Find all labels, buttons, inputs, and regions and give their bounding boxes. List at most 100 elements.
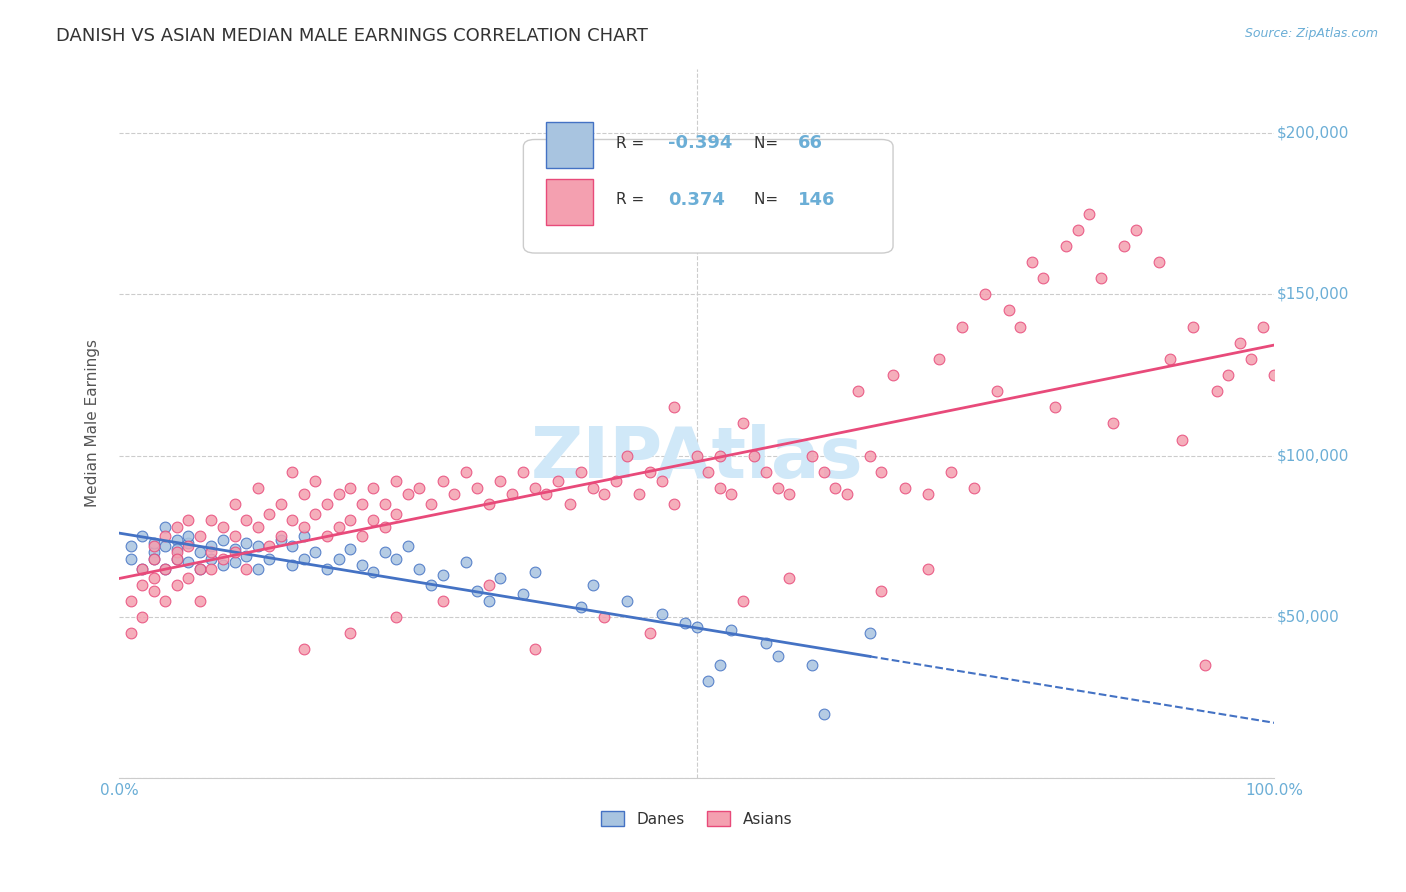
Asians — [582, 481, 605, 495]
Danes — [270, 533, 292, 547]
Bar — [547, 121, 593, 168]
Asians — [166, 545, 188, 559]
Asians — [1182, 319, 1205, 334]
Asians — [131, 577, 153, 591]
Asians — [246, 519, 269, 533]
Asians — [547, 475, 569, 489]
Asians — [1067, 223, 1090, 237]
Danes — [212, 533, 235, 547]
Asians — [304, 507, 326, 521]
Danes — [328, 552, 350, 566]
Danes — [200, 539, 222, 553]
Asians — [454, 465, 477, 479]
Danes — [350, 558, 373, 573]
Danes — [246, 561, 269, 575]
Danes — [292, 552, 315, 566]
Asians — [1205, 384, 1227, 398]
Danes — [361, 565, 384, 579]
Asians — [569, 465, 592, 479]
Asians — [257, 507, 280, 521]
Asians — [1043, 401, 1066, 415]
Asians — [177, 571, 200, 585]
Asians — [270, 497, 292, 511]
Asians — [420, 497, 443, 511]
Danes — [246, 539, 269, 553]
Asians — [166, 552, 188, 566]
Asians — [685, 449, 707, 463]
Asians — [350, 497, 373, 511]
Asians — [662, 401, 685, 415]
Asians — [1021, 255, 1043, 269]
Danes — [200, 552, 222, 566]
Asians — [188, 529, 211, 543]
Asians — [917, 561, 939, 575]
Asians — [1159, 351, 1181, 366]
Asians — [361, 513, 384, 527]
Bar — [547, 178, 593, 225]
Asians — [361, 481, 384, 495]
Danes — [720, 623, 742, 637]
Asians — [489, 475, 512, 489]
Asians — [432, 594, 454, 608]
Asians — [824, 481, 846, 495]
Asians — [270, 529, 292, 543]
Asians — [155, 529, 177, 543]
Asians — [374, 497, 396, 511]
Danes — [859, 626, 882, 640]
Danes — [616, 594, 638, 608]
Danes — [142, 552, 165, 566]
Danes — [385, 552, 408, 566]
Danes — [166, 552, 188, 566]
Asians — [339, 513, 361, 527]
Asians — [1125, 223, 1147, 237]
Asians — [385, 507, 408, 521]
Asians — [235, 513, 257, 527]
Text: ZIPAtlas: ZIPAtlas — [530, 425, 863, 493]
Text: $150,000: $150,000 — [1277, 287, 1348, 301]
Text: N=: N= — [755, 193, 783, 207]
Asians — [512, 465, 534, 479]
Danes — [396, 539, 419, 553]
Asians — [188, 594, 211, 608]
Danes — [120, 552, 142, 566]
Danes — [224, 555, 246, 569]
Asians — [478, 497, 501, 511]
Danes — [489, 571, 512, 585]
Danes — [292, 529, 315, 543]
Asians — [200, 561, 222, 575]
Asians — [235, 561, 257, 575]
Asians — [778, 487, 800, 501]
Danes — [512, 587, 534, 601]
Danes — [651, 607, 673, 621]
Danes — [432, 568, 454, 582]
Asians — [848, 384, 870, 398]
Asians — [304, 475, 326, 489]
Danes — [142, 535, 165, 549]
Asians — [350, 529, 373, 543]
Asians — [396, 487, 419, 501]
Text: $50,000: $50,000 — [1277, 609, 1340, 624]
Asians — [813, 465, 835, 479]
Asians — [131, 561, 153, 575]
Asians — [177, 539, 200, 553]
Asians — [465, 481, 488, 495]
Asians — [292, 519, 315, 533]
Asians — [120, 626, 142, 640]
Asians — [986, 384, 1008, 398]
Asians — [385, 610, 408, 624]
Text: Source: ZipAtlas.com: Source: ZipAtlas.com — [1244, 27, 1378, 40]
Asians — [131, 610, 153, 624]
Asians — [385, 475, 408, 489]
Y-axis label: Median Male Earnings: Median Male Earnings — [86, 339, 100, 508]
Text: -0.394: -0.394 — [668, 134, 733, 152]
Asians — [316, 497, 339, 511]
Asians — [709, 481, 731, 495]
Asians — [662, 497, 685, 511]
Asians — [744, 449, 766, 463]
Asians — [893, 481, 915, 495]
Asians — [605, 475, 627, 489]
Asians — [1263, 368, 1285, 382]
Asians — [835, 487, 858, 501]
Danes — [166, 533, 188, 547]
Danes — [120, 539, 142, 553]
